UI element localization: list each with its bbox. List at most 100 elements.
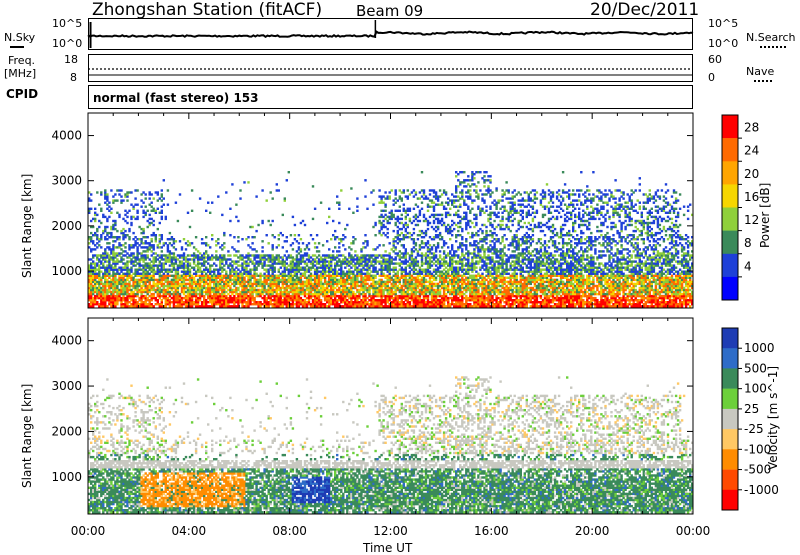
heatmap-cell — [116, 285, 118, 287]
heatmap-cell — [106, 305, 108, 307]
heatmap-cell — [419, 254, 421, 256]
heatmap-cell — [153, 224, 155, 226]
heatmap-cell — [433, 305, 435, 307]
heatmap-cell — [288, 291, 290, 293]
heatmap-cell — [421, 171, 423, 173]
heatmap-cell — [298, 305, 300, 307]
heatmap-cell — [393, 214, 395, 216]
heatmap-cell — [142, 260, 144, 262]
heatmap-cell — [189, 242, 191, 244]
heatmap-cell — [445, 212, 447, 214]
heatmap-cell — [223, 242, 225, 244]
heatmap-cell — [342, 271, 344, 273]
heatmap-cell — [94, 295, 96, 297]
heatmap-cell — [126, 222, 128, 224]
heatmap-cell — [157, 228, 159, 230]
heatmap-cell — [302, 220, 304, 222]
heatmap-cell — [145, 193, 147, 195]
heatmap-cell — [239, 189, 241, 191]
heatmap-cell — [447, 202, 449, 204]
heatmap-cell — [437, 226, 439, 228]
heatmap-cell — [348, 283, 350, 285]
heatmap-cell — [372, 248, 374, 250]
heatmap-cell — [122, 199, 124, 201]
heatmap-cell — [189, 273, 191, 275]
heatmap-cell — [304, 273, 306, 275]
heatmap-cell — [433, 279, 435, 281]
heatmap-cell — [288, 273, 290, 275]
heatmap-cell — [407, 195, 409, 197]
heatmap-cell — [110, 208, 112, 210]
heatmap-cell — [138, 226, 140, 228]
heatmap-cell — [207, 202, 209, 204]
heatmap-cell — [205, 236, 207, 238]
heatmap-cell — [165, 293, 167, 295]
heatmap-cell — [451, 246, 453, 248]
heatmap-cell — [118, 236, 120, 238]
heatmap-cell — [249, 293, 251, 295]
heatmap-cell — [151, 202, 153, 204]
power-heatmap — [88, 171, 693, 308]
heatmap-cell — [300, 238, 302, 240]
heatmap-cell — [217, 195, 219, 197]
heatmap-cell — [94, 254, 96, 256]
heatmap-cell — [263, 273, 265, 275]
heatmap-cell — [153, 260, 155, 262]
heatmap-cell — [100, 271, 102, 273]
heatmap-cell — [153, 273, 155, 275]
heatmap-cell — [288, 279, 290, 281]
heatmap-cell — [282, 305, 284, 307]
heatmap-cell — [433, 269, 435, 271]
heatmap-cell — [443, 222, 445, 224]
heatmap-cell — [272, 220, 274, 222]
heatmap-cell — [104, 260, 106, 262]
heatmap-cell — [300, 273, 302, 275]
heatmap-cell — [161, 234, 163, 236]
heatmap-cell — [395, 279, 397, 281]
heatmap-cell — [237, 299, 239, 301]
heatmap-cell — [358, 273, 360, 275]
heatmap-cell — [225, 299, 227, 301]
heatmap-cell — [94, 220, 96, 222]
heatmap-cell — [461, 248, 463, 250]
heatmap-cell — [276, 183, 278, 185]
heatmap-cell — [312, 267, 314, 269]
heatmap-cell — [344, 248, 346, 250]
heatmap-cell — [395, 252, 397, 254]
heatmap-cell — [259, 305, 261, 307]
heatmap-cell — [395, 262, 397, 264]
heatmap-cell — [278, 238, 280, 240]
heatmap-cell — [142, 228, 144, 230]
heatmap-cell — [447, 299, 449, 301]
heatmap-cell — [142, 264, 144, 266]
heatmap-cell — [407, 285, 409, 287]
heatmap-cell — [389, 242, 391, 244]
heatmap-cell — [288, 254, 290, 256]
heatmap-cell — [435, 279, 437, 281]
heatmap-cell — [263, 299, 265, 301]
heatmap-cell — [145, 206, 147, 208]
heatmap-cell — [159, 222, 161, 224]
heatmap-cell — [213, 279, 215, 281]
heatmap-cell — [130, 267, 132, 269]
heatmap-cell — [153, 244, 155, 246]
heatmap-cell — [433, 228, 435, 230]
heatmap-cell — [407, 208, 409, 210]
heatmap-cell — [165, 299, 167, 301]
heatmap-cell — [108, 202, 110, 204]
heatmap-cell — [140, 199, 142, 201]
heatmap-cell — [433, 220, 435, 222]
heatmap-cell — [322, 244, 324, 246]
heatmap-cell — [229, 285, 231, 287]
heatmap-cell — [441, 236, 443, 238]
heatmap-cell — [100, 208, 102, 210]
heatmap-cell — [197, 250, 199, 252]
heatmap-cell — [413, 220, 415, 222]
heatmap-cell — [425, 234, 427, 236]
heatmap-cell — [407, 260, 409, 262]
heatmap-cell — [201, 279, 203, 281]
heatmap-cell — [380, 228, 382, 230]
heatmap-cell — [249, 269, 251, 271]
heatmap-cell — [382, 232, 384, 234]
heatmap-cell — [395, 267, 397, 269]
